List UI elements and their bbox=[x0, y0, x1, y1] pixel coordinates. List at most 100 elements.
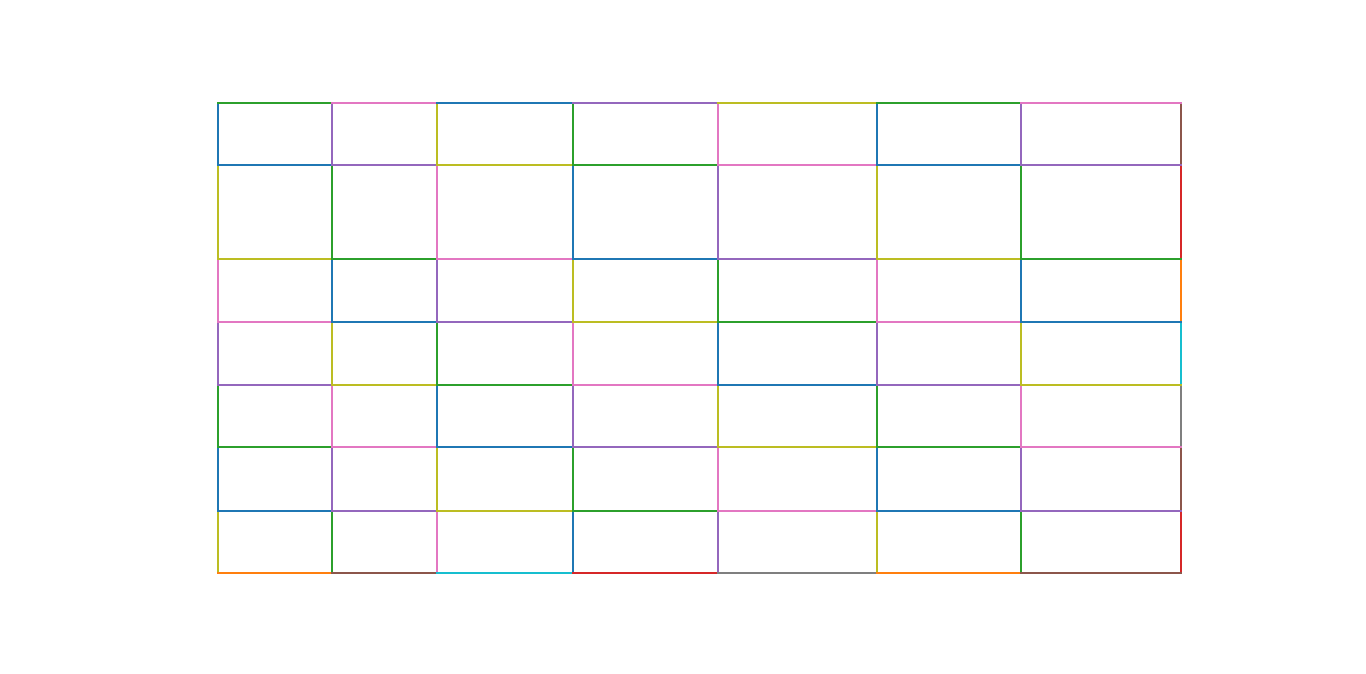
cell-edge-top bbox=[876, 384, 1022, 386]
cell-edge-left bbox=[331, 164, 333, 260]
cell-edge-top bbox=[1020, 258, 1182, 260]
cell-edge-top bbox=[572, 446, 719, 448]
cell-edge-top bbox=[217, 164, 333, 166]
cell-edge-top bbox=[572, 164, 719, 166]
cell-edge-left bbox=[1020, 102, 1022, 166]
cell-edge-top bbox=[876, 258, 1022, 260]
cell-edge-top bbox=[436, 164, 574, 166]
cell-edge-left bbox=[717, 321, 719, 386]
cell-edge-left bbox=[331, 510, 333, 574]
cell-edge-top bbox=[572, 258, 719, 260]
cell-edge-left bbox=[717, 102, 719, 166]
cell-edge-top bbox=[572, 510, 719, 512]
cell-edge-top bbox=[717, 510, 878, 512]
cell-edge-right bbox=[1180, 258, 1182, 323]
cell-edge-left bbox=[717, 164, 719, 260]
cell-edge-top bbox=[876, 446, 1022, 448]
cell-edge-left bbox=[436, 384, 438, 448]
cell-edge-left bbox=[876, 164, 878, 260]
cell-edge-top bbox=[717, 258, 878, 260]
cell-edge-left bbox=[876, 446, 878, 512]
cell-edge-left bbox=[572, 446, 574, 512]
cell-edge-bottom bbox=[1020, 572, 1182, 574]
cell-edge-right bbox=[1180, 102, 1182, 166]
cell-edge-left bbox=[331, 321, 333, 386]
cell-edge-top bbox=[331, 446, 438, 448]
cell-edge-left bbox=[331, 258, 333, 323]
cell-edge-left bbox=[436, 510, 438, 574]
cell-edge-top bbox=[1020, 321, 1182, 323]
cell-edge-left bbox=[1020, 510, 1022, 574]
cell-edge-top bbox=[217, 510, 333, 512]
cell-edge-right bbox=[1180, 321, 1182, 386]
cell-edge-bottom bbox=[331, 572, 438, 574]
cell-edge-top bbox=[331, 321, 438, 323]
cell-edge-left bbox=[876, 510, 878, 574]
cell-edge-left bbox=[217, 321, 219, 386]
cell-edge-top bbox=[436, 321, 574, 323]
cell-edge-top bbox=[436, 102, 574, 104]
cell-edge-left bbox=[572, 164, 574, 260]
cell-edge-left bbox=[217, 446, 219, 512]
cell-edge-left bbox=[876, 102, 878, 166]
cell-edge-left bbox=[1020, 164, 1022, 260]
cell-edge-bottom bbox=[217, 572, 333, 574]
cell-edge-right bbox=[1180, 384, 1182, 448]
cell-edge-left bbox=[717, 384, 719, 448]
cell-edge-top bbox=[217, 258, 333, 260]
cell-edge-top bbox=[1020, 164, 1182, 166]
cell-edge-top bbox=[436, 258, 574, 260]
cell-edge-left bbox=[572, 258, 574, 323]
cell-edge-top bbox=[331, 164, 438, 166]
cell-edge-top bbox=[876, 164, 1022, 166]
cell-edge-top bbox=[572, 321, 719, 323]
cell-edge-left bbox=[436, 164, 438, 260]
cell-edge-bottom bbox=[717, 572, 878, 574]
cell-edge-left bbox=[1020, 321, 1022, 386]
cell-edge-left bbox=[572, 384, 574, 448]
cell-edge-top bbox=[331, 102, 438, 104]
cell-edge-top bbox=[876, 510, 1022, 512]
cell-edge-left bbox=[1020, 258, 1022, 323]
cell-edge-top bbox=[217, 102, 333, 104]
cell-edge-top bbox=[1020, 102, 1182, 104]
cell-edge-top bbox=[717, 321, 878, 323]
cell-edge-top bbox=[217, 384, 333, 386]
cell-edge-left bbox=[331, 384, 333, 448]
cell-edge-left bbox=[717, 258, 719, 323]
cell-edge-top bbox=[876, 321, 1022, 323]
cell-edge-left bbox=[217, 384, 219, 448]
cell-edge-top bbox=[436, 510, 574, 512]
cell-edge-bottom bbox=[436, 572, 574, 574]
cell-edge-top bbox=[717, 102, 878, 104]
cell-edge-bottom bbox=[572, 572, 719, 574]
cell-edge-top bbox=[717, 384, 878, 386]
cell-edge-top bbox=[717, 164, 878, 166]
cell-edge-top bbox=[217, 321, 333, 323]
cell-edge-left bbox=[436, 321, 438, 386]
cell-edge-left bbox=[331, 102, 333, 166]
cell-edge-left bbox=[572, 321, 574, 386]
cell-edge-top bbox=[1020, 510, 1182, 512]
cell-edge-left bbox=[217, 258, 219, 323]
cell-edge-top bbox=[331, 510, 438, 512]
cell-edge-top bbox=[331, 258, 438, 260]
cell-edge-left bbox=[436, 446, 438, 512]
cell-edge-left bbox=[1020, 384, 1022, 448]
cell-edge-left bbox=[436, 102, 438, 166]
cell-edge-bottom bbox=[876, 572, 1022, 574]
cell-edge-top bbox=[1020, 446, 1182, 448]
cell-edge-top bbox=[572, 384, 719, 386]
cell-edge-right bbox=[1180, 510, 1182, 574]
cell-edge-left bbox=[217, 510, 219, 574]
cell-edge-left bbox=[217, 102, 219, 166]
cell-edge-left bbox=[717, 510, 719, 574]
cell-edge-right bbox=[1180, 446, 1182, 512]
cell-edge-top bbox=[217, 446, 333, 448]
cell-edge-top bbox=[717, 446, 878, 448]
cell-edge-left bbox=[1020, 446, 1022, 512]
cell-edge-left bbox=[331, 446, 333, 512]
cell-edge-left bbox=[717, 446, 719, 512]
